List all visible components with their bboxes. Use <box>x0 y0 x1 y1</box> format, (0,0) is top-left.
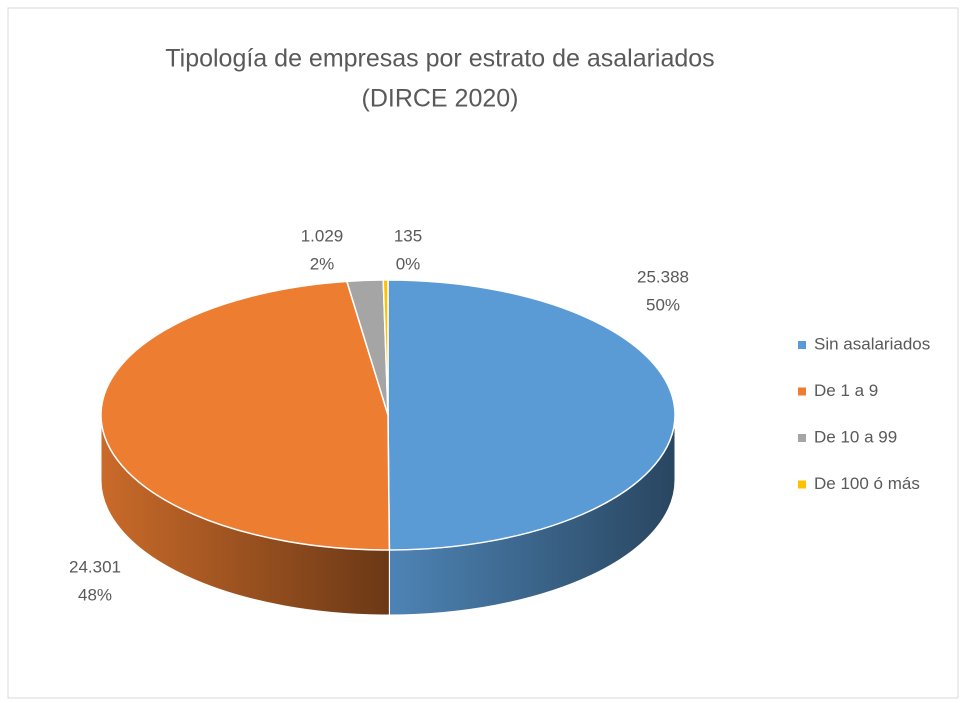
legend-label: Sin asalariados <box>814 334 930 353</box>
slice <box>100 280 391 551</box>
slice <box>382 279 389 416</box>
legend-label: De 100 ó más <box>814 474 920 493</box>
data-label-percent: 2% <box>310 254 335 273</box>
slice <box>387 279 676 551</box>
data-labels: 25.388 50% 24.301 48% 1.029 2% 135 0% <box>69 226 689 604</box>
data-label-percent: 50% <box>646 295 680 314</box>
data-label-value: 1.029 <box>301 226 344 245</box>
data-label-value: 25.388 <box>637 267 689 286</box>
legend-swatch <box>798 341 806 349</box>
chart-title: Tipología de empresas por estrato de asa… <box>165 45 714 73</box>
legend-swatch <box>798 387 806 396</box>
legend-label: De 10 a 99 <box>814 427 897 446</box>
data-label-value: 24.301 <box>69 557 121 576</box>
data-label-value: 135 <box>394 226 422 245</box>
legend: Sin asalariados De 1 a 9 De 10 a 99 De 100 … <box>798 334 930 493</box>
legend-swatch <box>798 434 806 442</box>
chart-subtitle: (DIRCE 2020) <box>362 85 519 113</box>
data-label-percent: 0% <box>396 254 421 273</box>
legend-swatch <box>798 480 806 489</box>
data-label-percent: 48% <box>78 585 112 604</box>
legend-label: De 1 a 9 <box>814 381 878 400</box>
pie <box>100 279 676 616</box>
chart-border <box>7 7 959 699</box>
